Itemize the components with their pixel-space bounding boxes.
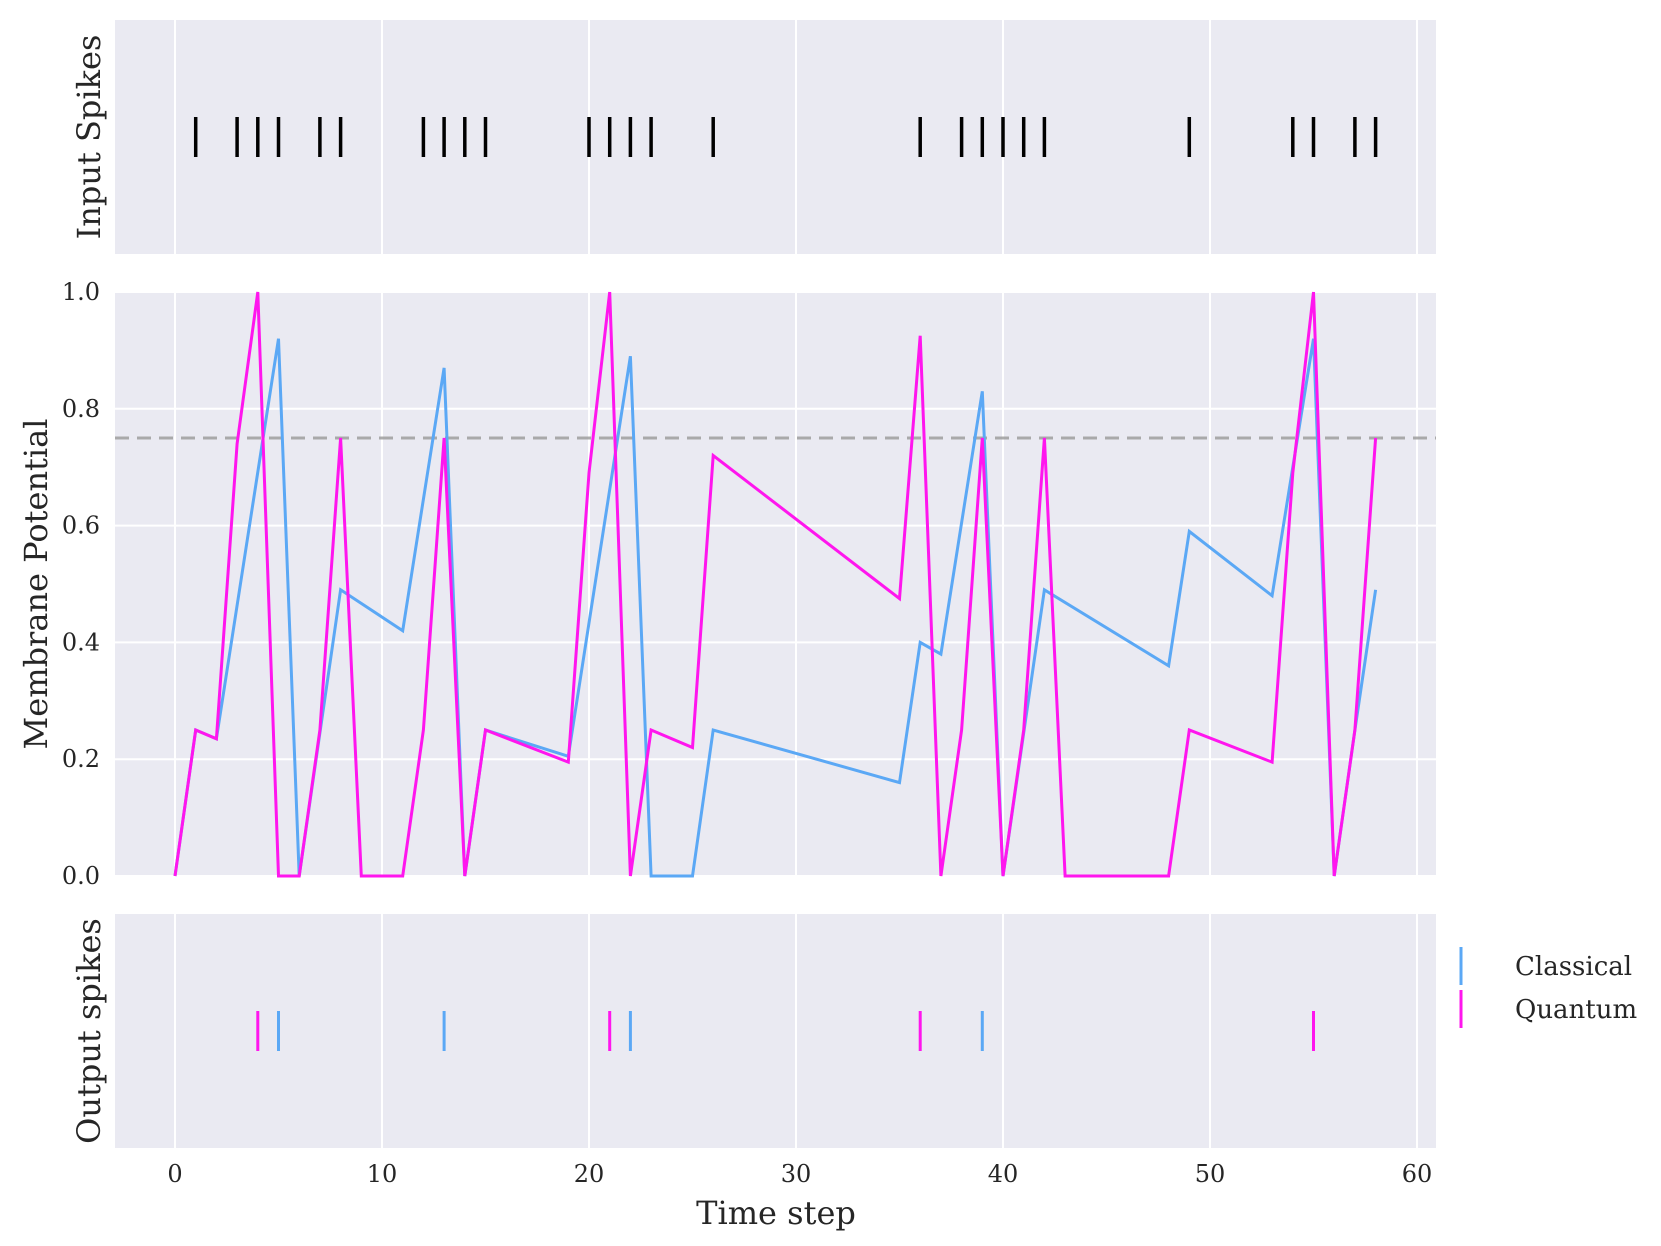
legend-label-quantum: Quantum <box>1515 995 1637 1025</box>
output-spikes-panel: Output spikes <box>70 914 1436 1148</box>
x-tick-label: 0 <box>167 1160 182 1188</box>
membrane-potential-panel: 0.0 0.2 0.4 0.6 0.8 1.0 Membrane Potential <box>17 278 1436 890</box>
y-tick-label: 1.0 <box>62 278 100 306</box>
membrane-series-lines <box>173 291 1378 878</box>
membrane-panel-ylabel: Membrane Potential <box>17 419 55 750</box>
membrane-panel-background <box>115 292 1436 876</box>
x-tick-label: 60 <box>1402 1160 1433 1188</box>
y-tick-label: 0.0 <box>62 862 100 890</box>
x-tick-label: 40 <box>988 1160 1019 1188</box>
legend-label-classical: Classical <box>1515 952 1632 982</box>
membrane-panel-gridlines <box>115 291 1436 877</box>
output-spike-marks <box>256 1011 1315 1051</box>
x-axis-tick-labels: 0 10 20 30 40 50 60 <box>167 1160 1432 1188</box>
input-panel-background <box>115 20 1436 254</box>
membrane-y-tick-labels: 0.0 0.2 0.4 0.6 0.8 1.0 <box>62 278 100 890</box>
output-panel-gridlines <box>174 914 1418 1148</box>
output-panel-background <box>115 914 1436 1148</box>
x-tick-label: 10 <box>367 1160 398 1188</box>
y-tick-label: 0.8 <box>62 395 100 423</box>
series-line-quantum <box>173 291 1378 878</box>
y-tick-label: 0.6 <box>62 512 100 540</box>
x-tick-label: 30 <box>781 1160 812 1188</box>
input-panel-ylabel: Input Spikes <box>70 35 108 240</box>
input-spikes-panel: Input Spikes <box>70 20 1436 254</box>
input-spike-marks <box>193 117 1378 157</box>
x-tick-label: 50 <box>1195 1160 1226 1188</box>
output-panel-ylabel: Output spikes <box>70 918 108 1144</box>
x-axis-label: Time step <box>696 1194 856 1232</box>
y-tick-label: 0.2 <box>62 745 100 773</box>
legend: Classical Quantum <box>1459 947 1637 1028</box>
y-tick-label: 0.4 <box>62 628 100 656</box>
x-tick-label: 20 <box>574 1160 605 1188</box>
